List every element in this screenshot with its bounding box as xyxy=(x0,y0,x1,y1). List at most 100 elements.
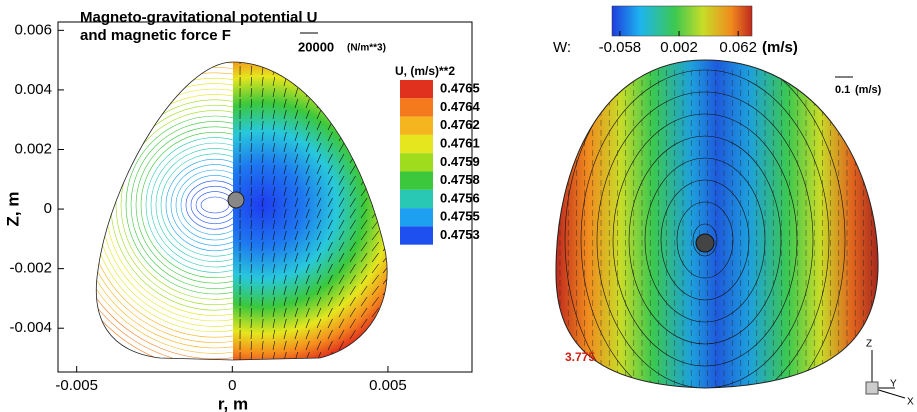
force-arrow xyxy=(272,120,276,131)
force-arrow xyxy=(327,142,333,153)
force-arrow xyxy=(250,296,252,307)
force-arrow xyxy=(261,219,264,230)
force-arrow xyxy=(360,208,368,219)
force-arrow xyxy=(294,131,299,142)
force-arrow xyxy=(382,219,388,230)
x-tick-label: -0.005 xyxy=(55,377,98,394)
force-arrow xyxy=(349,351,356,360)
force-arrow xyxy=(360,109,368,120)
force-arrow xyxy=(327,186,333,197)
vector-ref-unit: (m/s) xyxy=(855,84,882,96)
force-arrow xyxy=(316,142,322,153)
force-arrow xyxy=(338,153,345,164)
force-arrow xyxy=(316,307,322,318)
force-arrow xyxy=(261,296,264,307)
force-arrow xyxy=(349,65,356,76)
force-arrow xyxy=(382,329,388,340)
force-arrow xyxy=(371,164,379,175)
force-arrow xyxy=(305,98,310,109)
force-arrow xyxy=(294,274,299,285)
force-arrow xyxy=(382,98,388,109)
force-arrow xyxy=(250,307,252,318)
force-arrow xyxy=(294,296,299,307)
force-arrow xyxy=(316,263,322,274)
force-arrow xyxy=(349,230,356,241)
force-arrow xyxy=(360,274,368,285)
force-arrow xyxy=(294,164,299,175)
force-arrow xyxy=(338,208,345,219)
force-arrow xyxy=(360,296,368,307)
force-arrow xyxy=(283,153,287,164)
force-arrow xyxy=(327,329,333,340)
force-arrow xyxy=(349,109,356,120)
force-arrow xyxy=(283,98,287,109)
force-arrow xyxy=(338,76,345,87)
contour-lines xyxy=(96,62,233,360)
colorbar-swatch xyxy=(400,171,433,190)
force-arrow xyxy=(338,197,345,208)
force-arrow xyxy=(272,230,276,241)
colorbar-label: 0.4758 xyxy=(440,172,480,187)
force-arrow xyxy=(250,241,252,252)
force-arrow xyxy=(305,219,310,230)
force-arrow xyxy=(261,153,264,164)
contour-line xyxy=(115,104,233,306)
w-colorbar-unit: (m/s) xyxy=(762,39,798,56)
force-arrow xyxy=(294,65,299,76)
force-arrow xyxy=(327,340,333,351)
force-arrow xyxy=(305,120,310,131)
force-arrow xyxy=(283,219,287,230)
force-arrow xyxy=(316,153,322,164)
force-arrow xyxy=(349,87,356,98)
contour-line xyxy=(160,153,233,257)
force-arrow xyxy=(360,142,368,153)
body-outline xyxy=(555,59,879,389)
force-arrow xyxy=(272,109,276,120)
contour-line xyxy=(150,142,233,268)
force-arrow xyxy=(382,142,388,153)
force-arrow xyxy=(272,131,276,142)
force-arrow xyxy=(316,208,322,219)
force-arrow xyxy=(327,285,333,296)
force-arrow xyxy=(305,62,310,65)
force-arrow xyxy=(316,219,322,230)
force-arrow xyxy=(316,175,322,186)
force-arrow xyxy=(316,274,322,285)
contour-line xyxy=(155,148,233,262)
force-arrow xyxy=(305,285,310,296)
colorbar-swatch xyxy=(400,80,433,99)
center-body xyxy=(695,233,715,253)
w-colorbar-tick-label: 0.002 xyxy=(660,39,698,56)
force-arrow xyxy=(382,208,388,219)
force-arrow xyxy=(327,296,333,307)
force-arrow xyxy=(360,351,368,360)
surface-contour xyxy=(612,113,798,367)
force-arrow xyxy=(305,307,310,318)
left-panel: Magneto-gravitational potential U and ma… xyxy=(3,9,480,412)
force-arrow xyxy=(316,252,322,263)
force-arrow xyxy=(283,230,287,241)
force-arrow xyxy=(305,263,310,274)
force-arrow xyxy=(371,252,379,263)
colorbar-label: 0.4761 xyxy=(440,135,480,150)
force-arrow xyxy=(294,109,299,120)
force-arrow xyxy=(272,263,276,274)
force-arrow xyxy=(382,186,388,197)
colorbar-swatch xyxy=(400,189,433,209)
force-arrow xyxy=(338,351,345,360)
force-arrow xyxy=(316,296,322,307)
force-arrow xyxy=(360,285,368,296)
force-arrow xyxy=(305,274,310,285)
force-arrow xyxy=(261,208,264,219)
force-arrow xyxy=(327,274,333,285)
force-arrow xyxy=(294,197,299,208)
force-arrow xyxy=(349,318,356,329)
w-colorbar xyxy=(611,5,753,37)
force-arrow xyxy=(349,252,356,263)
force-arrow xyxy=(382,131,388,142)
force-arrow xyxy=(316,62,322,65)
force-arrow xyxy=(250,164,252,175)
force-arrow xyxy=(261,197,264,208)
contour-line xyxy=(120,110,233,300)
force-arrow xyxy=(261,329,264,340)
